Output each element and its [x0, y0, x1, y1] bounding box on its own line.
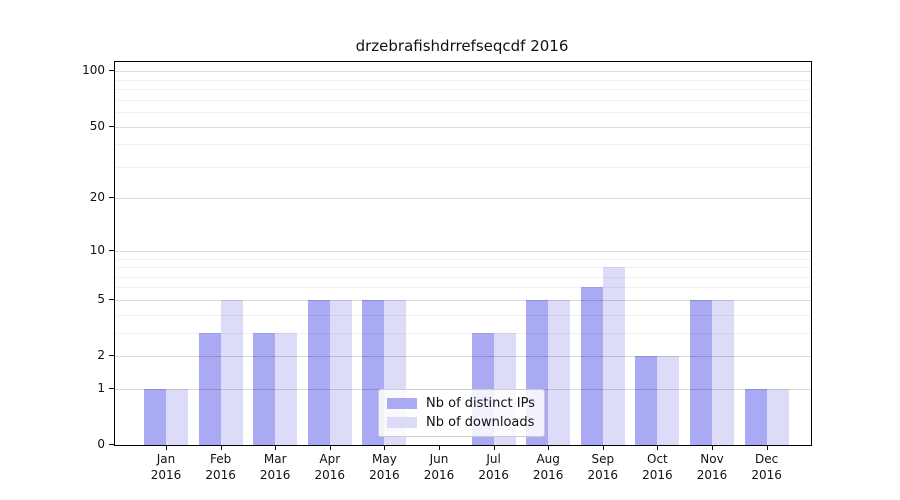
x-tick-label: Oct 2016: [642, 452, 673, 482]
x-tick-mark: [548, 445, 550, 450]
gridline: [115, 89, 811, 90]
y-tick-label: 1: [97, 380, 105, 395]
bar-downloads: [275, 332, 298, 445]
y-tick-mark: [109, 125, 114, 127]
gridline: [115, 332, 811, 334]
x-tick-label: Dec 2016: [751, 452, 782, 482]
y-tick-label: 2: [97, 348, 105, 362]
gridline: [115, 71, 811, 73]
x-tick-label: Mar 2016: [259, 452, 291, 482]
y-tick-mark: [109, 444, 114, 445]
y-tick-mark: [109, 70, 114, 72]
bar-downloads: [602, 267, 625, 445]
bar-distinct-ips: [744, 388, 767, 445]
x-tick-mark: [439, 445, 440, 450]
bar-downloads: [548, 299, 571, 445]
y-tick-mark: [109, 355, 114, 356]
y-tick-label: 100: [82, 63, 105, 78]
gridline: [115, 250, 811, 252]
bar-distinct-ips: [307, 299, 330, 445]
bar-distinct-ips: [144, 388, 166, 445]
bar-distinct-ips: [198, 332, 221, 445]
legend-swatch-downloads: [387, 417, 417, 428]
x-tick-mark: [766, 445, 768, 450]
bar-downloads: [166, 388, 188, 445]
x-tick-mark: [329, 445, 331, 450]
y-tick-label: 0: [97, 437, 105, 451]
bar-distinct-ips: [253, 332, 276, 445]
bar-distinct-ips: [635, 356, 658, 445]
legend-label-distinct-ips: Nb of distinct IPs: [426, 396, 535, 411]
y-tick-mark: [109, 249, 114, 251]
x-tick-mark: [712, 445, 713, 450]
bar-downloads: [329, 299, 352, 445]
plot-area: Nb of distinct IPs Nb of downloads: [114, 61, 812, 446]
y-tick-label: 5: [97, 291, 105, 306]
x-tick-label: Apr 2016: [314, 452, 346, 482]
bar-downloads: [220, 299, 243, 445]
x-tick-label: Sep 2016: [587, 452, 619, 482]
gridline: [115, 126, 811, 128]
gridline: [115, 276, 811, 278]
x-tick-label: Jul 2016: [478, 452, 509, 482]
gridline: [115, 267, 811, 268]
gridline: [115, 79, 811, 81]
y-tick-mark: [109, 387, 114, 389]
x-tick-label: Aug 2016: [532, 452, 564, 482]
chart-title: drzebrafishdrrefseqcdf 2016: [355, 37, 569, 55]
gridline: [115, 314, 811, 316]
gridline: [115, 198, 811, 200]
bar-downloads: [712, 299, 734, 445]
x-tick-mark: [384, 445, 386, 450]
gridline: [115, 299, 811, 301]
x-tick-mark: [493, 445, 495, 450]
x-tick-mark: [166, 445, 167, 450]
x-tick-mark: [275, 445, 277, 450]
y-tick-mark: [109, 298, 114, 300]
x-tick-mark: [657, 445, 659, 450]
y-tick-label: 50: [89, 118, 105, 133]
gridline: [115, 166, 811, 168]
gridline: [115, 356, 811, 357]
x-tick-label: Jan 2016: [150, 452, 182, 482]
gridline: [115, 258, 811, 260]
x-tick-label: Jun 2016: [423, 452, 455, 482]
bar-distinct-ips: [580, 287, 603, 445]
y-tick-mark: [109, 197, 114, 199]
x-tick-label: Feb 2016: [205, 452, 236, 482]
legend-label-downloads: Nb of downloads: [426, 415, 535, 430]
gridline: [115, 99, 811, 101]
x-tick-mark: [602, 445, 604, 450]
y-tick-label: 20: [89, 190, 105, 205]
gridline: [115, 144, 811, 146]
gridline: [115, 287, 811, 289]
bar-downloads: [657, 356, 680, 445]
x-tick-label: Nov 2016: [696, 452, 728, 482]
x-tick-mark: [220, 445, 222, 450]
legend: Nb of distinct IPs Nb of downloads: [378, 389, 545, 437]
gridline: [115, 111, 811, 113]
x-tick-label: May 2016: [369, 452, 400, 482]
legend-item-distinct-ips: Nb of distinct IPs: [387, 396, 535, 411]
legend-swatch-distinct-ips: [387, 398, 417, 409]
y-tick-label: 10: [89, 242, 105, 257]
bar-downloads: [766, 388, 789, 445]
legend-item-downloads: Nb of downloads: [387, 415, 535, 430]
bar-distinct-ips: [690, 299, 712, 445]
